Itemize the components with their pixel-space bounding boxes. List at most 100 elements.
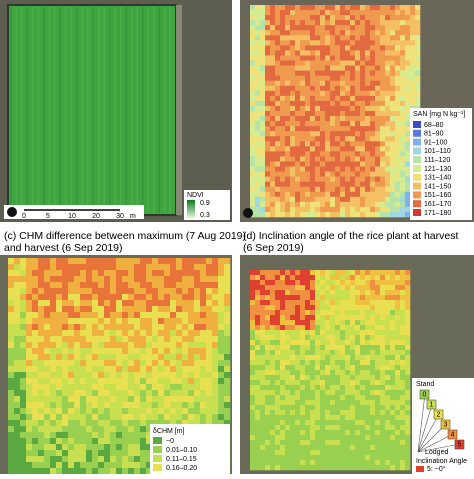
field-cell <box>345 15 351 21</box>
field-cell <box>224 294 231 301</box>
field-cell <box>86 444 93 451</box>
field-cell <box>365 355 371 361</box>
field-cell <box>20 300 27 307</box>
field-cell <box>370 405 376 411</box>
field-cell <box>250 315 256 321</box>
field-cell <box>400 151 406 157</box>
field-cell <box>325 5 331 11</box>
field-cell <box>50 336 57 343</box>
field-cell <box>146 390 153 397</box>
field-cell <box>375 105 381 112</box>
field-cell <box>176 282 183 289</box>
field-cell <box>330 20 336 26</box>
field-cell <box>340 161 346 167</box>
field-cell <box>68 360 75 367</box>
field-cell <box>345 375 351 381</box>
field-cell <box>335 415 341 421</box>
field-cell <box>255 285 261 291</box>
field-cell <box>116 294 123 301</box>
field-cell <box>280 191 286 198</box>
field-cell <box>128 360 135 367</box>
field-cell <box>182 348 189 355</box>
field-cell <box>285 440 291 446</box>
field-cell <box>345 196 351 203</box>
field-cell <box>380 50 386 56</box>
field-cell <box>380 460 386 466</box>
field-cell <box>400 201 406 208</box>
scale-label: 30 <box>116 213 124 220</box>
field-cell <box>350 370 356 376</box>
field-cell <box>164 324 171 331</box>
field-cell <box>370 280 376 286</box>
field-cell <box>310 370 316 376</box>
field-cell <box>375 320 381 326</box>
field-cell <box>74 396 81 403</box>
field-cell <box>415 90 421 97</box>
field-cell <box>290 435 296 441</box>
field-cell <box>270 410 276 416</box>
field-cell <box>224 378 231 385</box>
field-cell <box>330 390 336 396</box>
field-cell <box>285 151 291 157</box>
field-cell <box>98 282 105 289</box>
field-cell <box>325 136 331 142</box>
field-cell <box>265 95 271 102</box>
field-cell <box>395 50 401 56</box>
field-cell <box>370 151 376 157</box>
field-cell <box>280 425 286 431</box>
field-cell <box>415 95 421 102</box>
field-cell <box>182 372 189 379</box>
field-cell <box>134 420 141 427</box>
field-cell <box>270 105 276 112</box>
field-cell <box>68 432 75 439</box>
field-cell <box>355 455 361 461</box>
field-cell <box>300 340 306 346</box>
field-cell <box>182 366 189 373</box>
field-cell <box>320 181 326 188</box>
field-cell <box>56 294 63 301</box>
field-cell <box>325 181 331 188</box>
field-cell <box>305 345 311 351</box>
field-cell <box>335 380 341 386</box>
field-cell <box>50 426 57 433</box>
field-cell <box>285 315 291 321</box>
field-cell <box>44 420 51 427</box>
field-cell <box>395 201 401 208</box>
field-cell <box>330 365 336 371</box>
field-cell <box>176 372 183 379</box>
field-cell <box>140 432 147 439</box>
field-cell <box>320 146 326 152</box>
field-cell <box>325 116 331 122</box>
field-cell <box>275 151 281 157</box>
field-cell <box>270 70 276 76</box>
field-cell <box>295 95 301 102</box>
field-cell <box>56 462 63 469</box>
field-cell <box>218 336 225 343</box>
field-cell <box>74 450 81 457</box>
field-cell <box>74 282 81 289</box>
field-cell <box>295 65 301 71</box>
field-cell <box>134 270 141 277</box>
field-cell <box>380 275 386 281</box>
field-cell <box>350 121 356 127</box>
field-cell <box>315 211 321 218</box>
field-cell <box>44 300 51 307</box>
field-cell <box>26 282 33 289</box>
field-cell <box>305 45 311 51</box>
field-cell <box>285 75 291 82</box>
field-cell <box>86 258 93 265</box>
field-cell <box>365 25 371 31</box>
field-cell <box>250 430 256 436</box>
field-cell <box>405 105 411 112</box>
field-cell <box>415 10 421 16</box>
field-cell <box>224 396 231 403</box>
field-cell <box>270 365 276 371</box>
field-cell <box>315 5 321 11</box>
field-cell <box>310 445 316 451</box>
field-cell <box>295 20 301 26</box>
field-cell <box>300 285 306 291</box>
field-cell <box>385 390 391 396</box>
field-cell <box>375 340 381 346</box>
field-cell <box>300 111 306 117</box>
field-cell <box>92 324 99 331</box>
